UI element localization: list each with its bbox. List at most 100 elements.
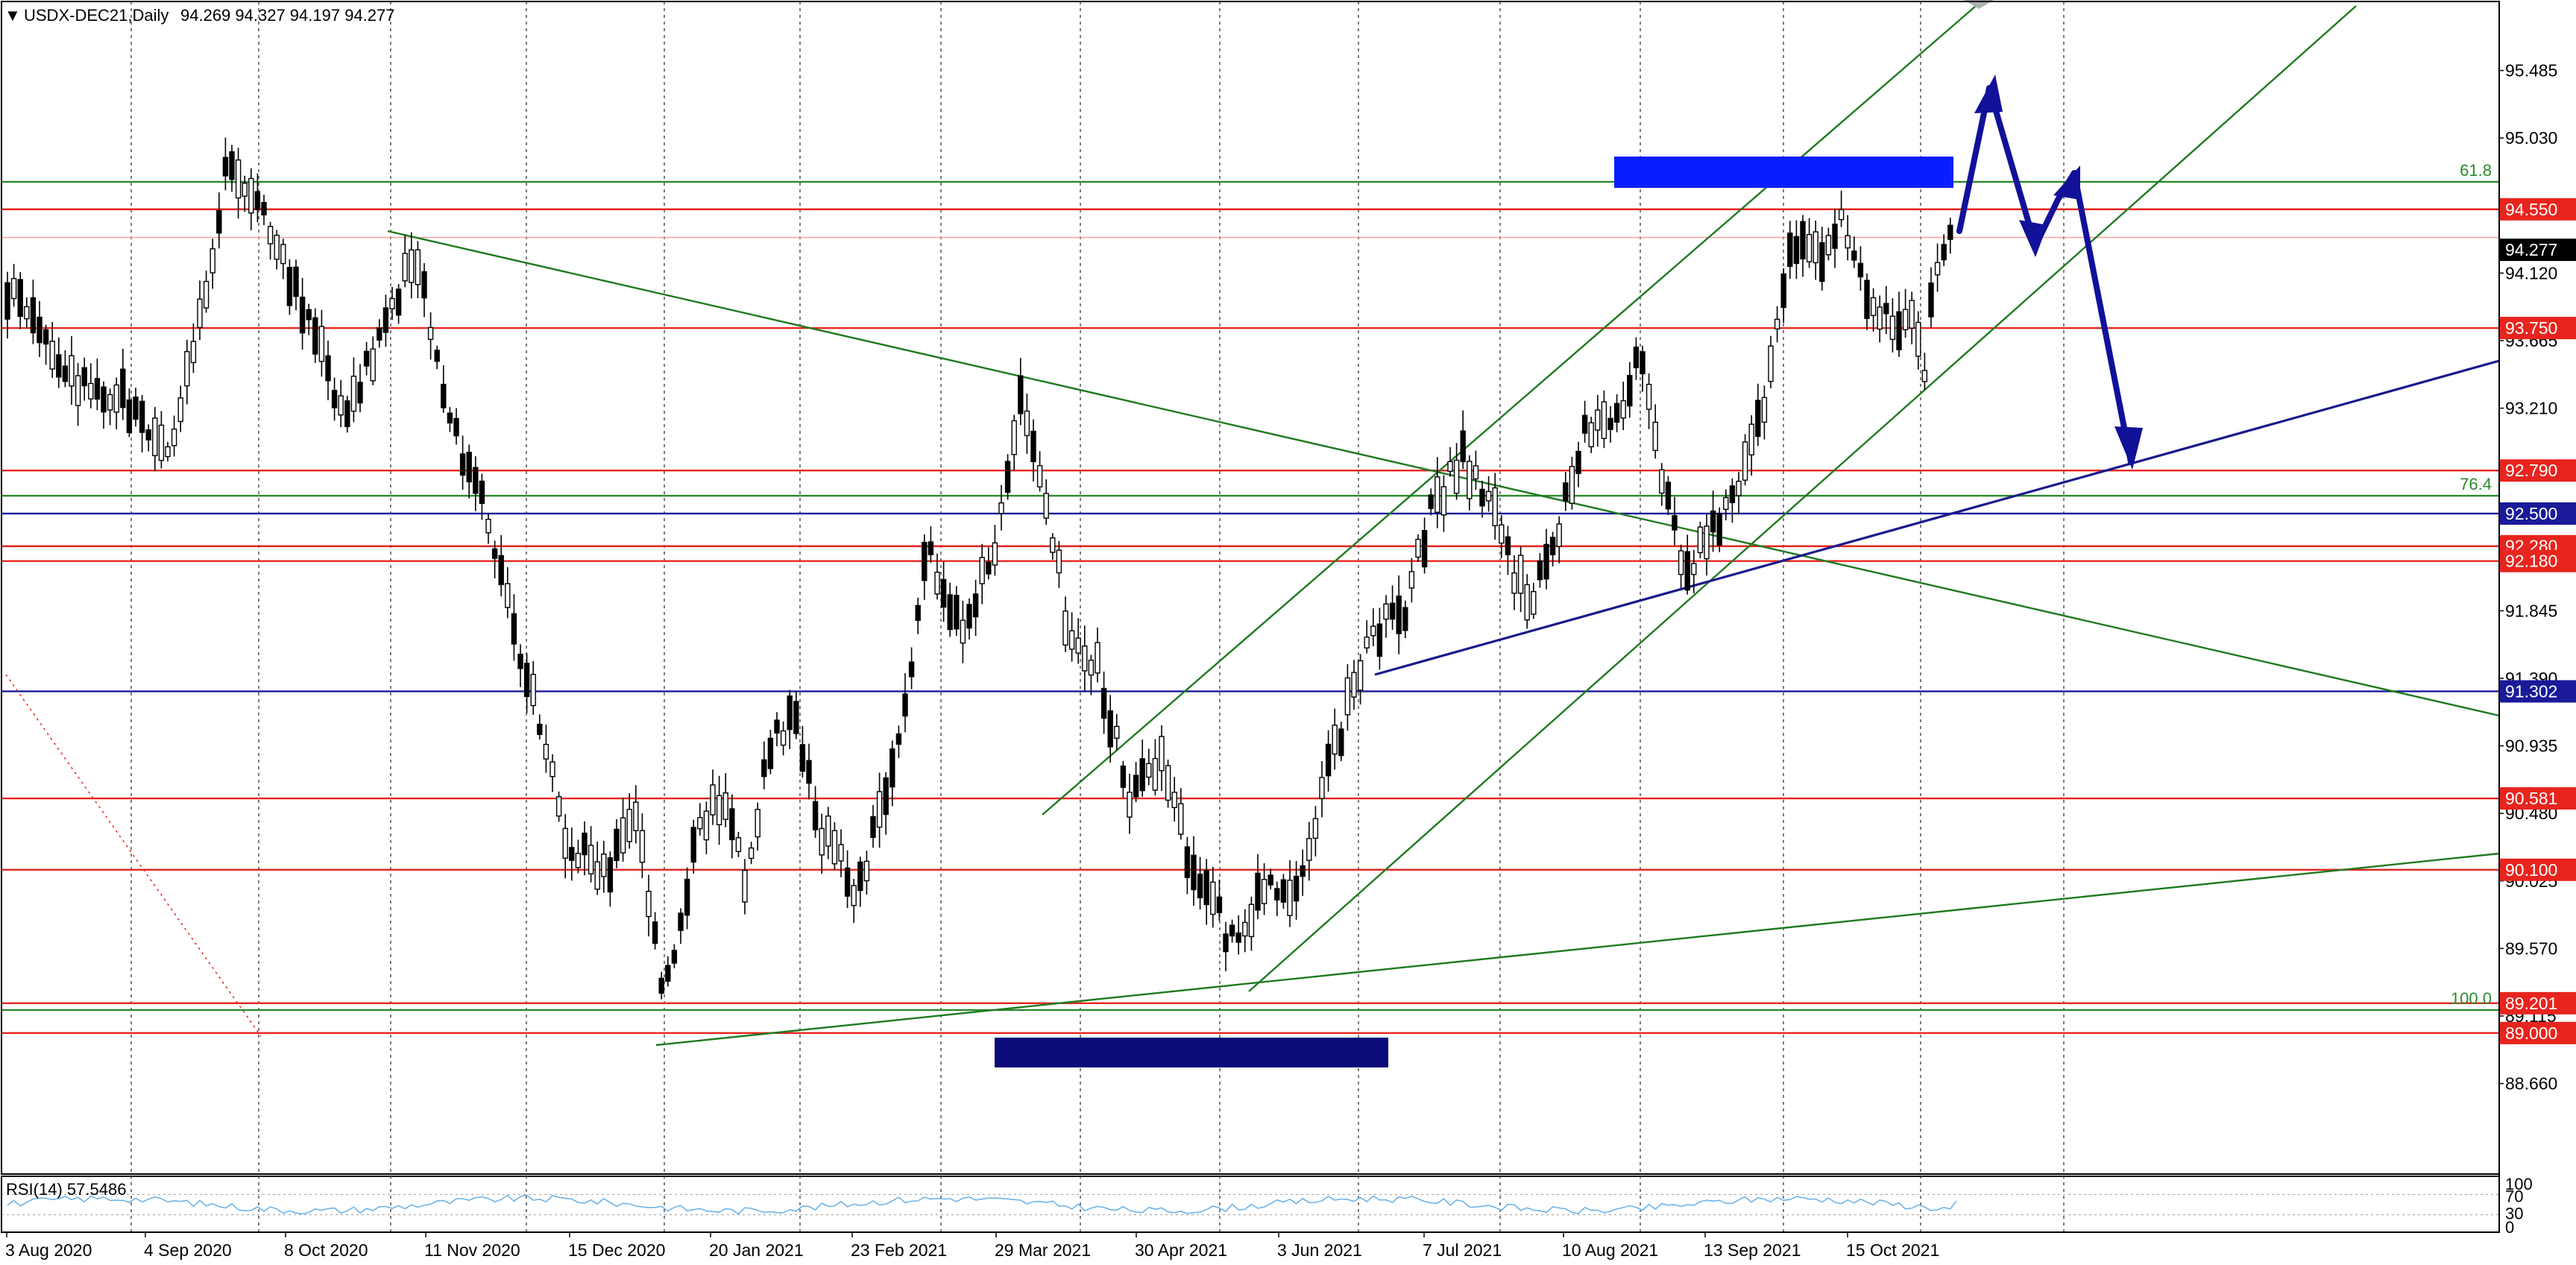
candle-body-211 [1357,660,1364,691]
candle-body-14 [94,378,101,400]
candle-body-257 [1652,421,1658,451]
candle-body-168 [1082,645,1088,672]
candle-body-255 [1640,351,1646,375]
candle-body-148 [954,595,960,630]
candle-body-117 [755,809,760,838]
chart-drawings [5,5,2500,1067]
candle-body-224 [1440,486,1447,516]
candle-body-208 [1338,728,1344,757]
candle-body-271 [1742,441,1748,481]
level-tag-8: 90.100 [2505,860,2557,880]
fib-label-1: 76.4 [2460,475,2492,493]
candle-body-194 [1248,903,1255,938]
candle-body-163 [1050,537,1056,553]
candle-body-276 [1774,318,1780,329]
price-tick-label-0: 95.485 [2505,61,2557,81]
arrowhead-down-1 [2019,220,2047,257]
candle-body-269 [1729,485,1736,503]
candle-body-188 [1210,881,1216,915]
candle-body-95 [614,828,620,862]
candle-body-212 [1364,637,1370,649]
candle-body-69 [447,412,453,424]
candle-body-43 [280,244,286,265]
candle-body-143 [922,541,928,581]
candle-body-220 [1415,538,1421,558]
arrowhead-up-2 [2053,165,2080,200]
candle-body-292 [1877,306,1883,330]
candle-body-200 [1287,880,1293,916]
candle-body-32 [210,248,215,274]
candle-body-187 [1203,870,1209,906]
candle-body-120 [774,719,780,734]
candle-body-1 [10,278,17,300]
menu-arrow-icon[interactable]: ▼ [4,6,21,25]
candle-body-138 [889,748,895,788]
candle-body-34 [222,157,229,177]
candle-body-236 [1517,555,1524,594]
candle-body-77 [498,555,504,586]
blue-support-trendline[interactable] [1374,359,2500,676]
rsi-line [7,1194,1957,1215]
candle-body-303 [1947,224,1953,240]
candle-body-7 [49,341,55,370]
price-tick-label-8: 91.845 [2505,601,2557,620]
level-tag-5-bg [2500,549,2576,572]
candle-body-116 [748,847,755,859]
candle-body-50 [325,355,331,382]
rising-support-trendline[interactable] [655,852,2500,1047]
descending-trendline[interactable] [387,230,2500,717]
candle-body-109 [703,810,710,841]
candle-body-65 [421,271,427,299]
candle-body-23 [152,417,158,456]
support-zone-navy[interactable] [995,1038,1388,1067]
candle-body-56 [363,350,370,367]
candle-body-219 [1408,571,1415,589]
candle-body-144 [928,541,934,555]
candle-body-213 [1370,625,1376,637]
candle-body-264 [1697,526,1704,554]
channel-upper-line[interactable] [1042,5,1977,816]
level-price-tags: 94.55093.75092.79092.50092.28092.18091.3… [2500,198,2576,1044]
candle-body-87 [562,827,568,859]
candle-body-298 [1915,321,1921,357]
candle-body-40 [261,202,267,215]
candle-body-79 [511,613,517,645]
candle-body-49 [318,326,325,362]
candle-body-134 [863,860,870,882]
candle-body-218 [1402,607,1408,631]
level-tag-6-bg [2500,680,2576,703]
candle-body-241 [1549,537,1556,555]
candle-body-179 [1152,757,1159,791]
candle-body-13 [88,382,94,400]
candle-body-155 [998,502,1004,514]
candle-body-66 [427,326,434,340]
candle-body-201 [1293,875,1300,902]
candle-body-136 [876,791,883,828]
candle-body-16 [107,394,113,411]
candle-body-89 [575,853,582,868]
candle-body-3 [24,306,30,320]
candle-body-92 [594,861,600,890]
candle-body-302 [1941,244,1947,261]
candle-body-11 [75,375,81,406]
candle-body-78 [505,583,511,608]
candle-body-291 [1870,297,1877,316]
candle-body-191 [1229,924,1235,937]
candle-body-146 [940,578,947,608]
candle-body-250 [1607,417,1613,430]
candle-body-234 [1505,536,1511,555]
channel-lower-line[interactable] [1248,5,2357,992]
candle-body-172 [1107,710,1113,748]
time-label-8: 30 Apr 2021 [1135,1240,1227,1260]
resistance-zone-blue[interactable] [1614,157,1953,188]
red-dotted-guide[interactable] [5,674,262,1037]
candle-body-233 [1499,524,1505,544]
candle-body-58 [377,327,382,341]
candle-body-275 [1768,345,1774,382]
candle-body-261 [1678,550,1684,575]
candle-body-183 [1178,803,1184,835]
candle-body-237 [1524,584,1530,621]
candle-body-100 [646,891,652,918]
candle-body-21 [139,400,145,433]
candle-body-73 [473,467,479,494]
